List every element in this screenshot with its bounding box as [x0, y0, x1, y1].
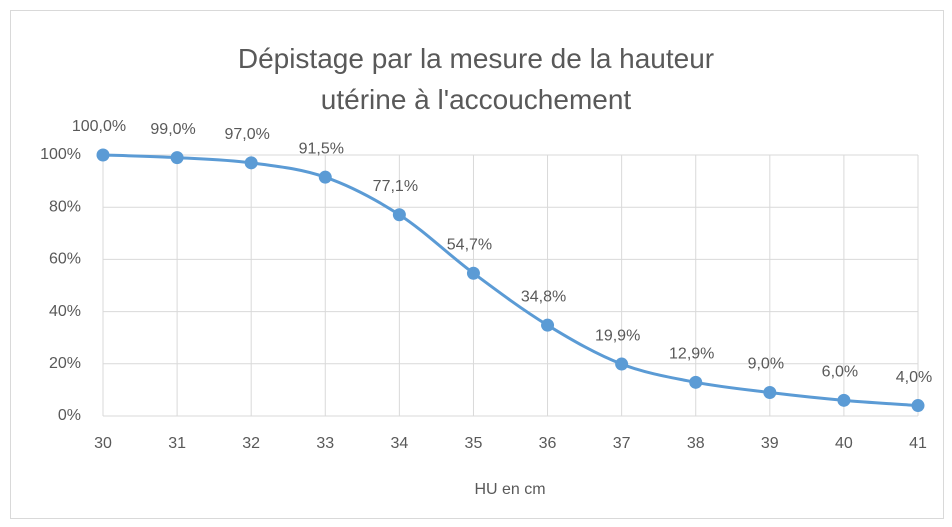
x-tick-label: 35: [465, 435, 483, 452]
data-point: [837, 393, 851, 407]
data-label: 91,5%: [299, 140, 344, 157]
y-tick-label: 80%: [49, 198, 81, 215]
data-point: [170, 151, 184, 165]
y-tick-label: 20%: [49, 355, 81, 372]
data-point: [615, 357, 629, 371]
data-label: 19,9%: [595, 327, 640, 344]
data-point: [763, 386, 777, 400]
data-label: 9,0%: [748, 356, 784, 373]
data-label: 6,0%: [822, 364, 858, 381]
data-point: [96, 148, 110, 162]
x-tick-label: 41: [909, 435, 927, 452]
x-tick-label: 40: [835, 435, 853, 452]
y-tick-label: 40%: [49, 303, 81, 320]
chart-title: Dépistage par la mesure de la hauteur ut…: [237, 43, 715, 115]
data-point: [392, 208, 406, 222]
data-label: 12,9%: [669, 346, 714, 363]
x-tick-label: 33: [316, 435, 334, 452]
x-tick-label: 39: [761, 435, 779, 452]
data-label: 77,1%: [373, 178, 418, 195]
data-label: 4,0%: [896, 369, 932, 386]
data-label: 100,0%: [72, 118, 126, 135]
x-tick-label: 30: [94, 435, 112, 452]
data-label: 54,7%: [447, 236, 492, 253]
x-tick-label: 31: [168, 435, 186, 452]
x-tick-label: 37: [613, 435, 631, 452]
x-tick-label: 32: [242, 435, 260, 452]
data-label: 99,0%: [150, 121, 195, 138]
data-point: [466, 266, 480, 280]
x-axis-label: HU en cm: [474, 481, 545, 498]
data-point: [689, 375, 703, 389]
chart-border: [10, 10, 944, 519]
y-tick-label: 0%: [58, 407, 81, 424]
data-point: [911, 399, 925, 413]
data-label: 97,0%: [224, 126, 269, 143]
y-tick-label: 100%: [40, 146, 81, 163]
y-tick-label: 60%: [49, 251, 81, 268]
x-tick-label: 38: [687, 435, 705, 452]
data-point: [541, 318, 555, 332]
data-point: [244, 156, 258, 170]
x-tick-label: 34: [390, 435, 408, 452]
data-point: [318, 170, 332, 184]
x-tick-label: 36: [539, 435, 557, 452]
data-label: 34,8%: [521, 288, 566, 305]
